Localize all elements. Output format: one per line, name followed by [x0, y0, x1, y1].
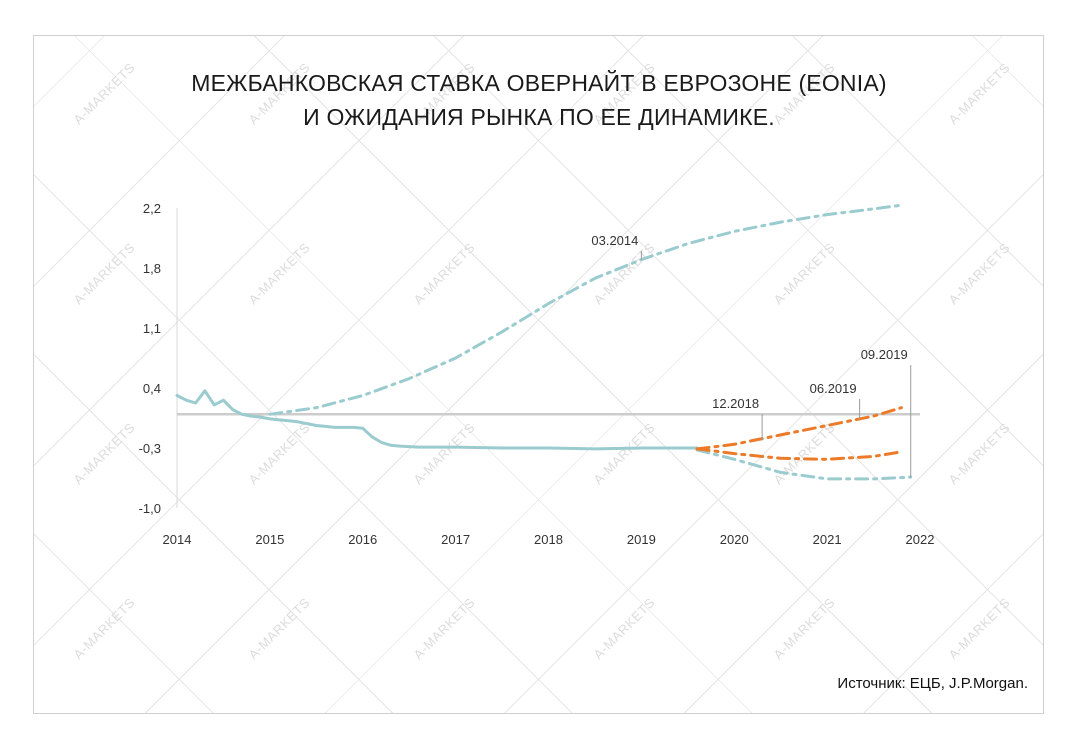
x-tick-label: 2020 [720, 532, 749, 547]
chart-frame: A-MARKETS A-MARKETS A-MARKETS A-MARKETS A-MA… [33, 35, 1044, 714]
y-tick-label: 0,4 [143, 381, 161, 396]
x-tick-label: 2022 [906, 532, 935, 547]
series-line-12-2018 [695, 406, 903, 451]
x-tick-label: 2021 [813, 532, 842, 547]
source-note: Источник: ЕЦБ, J.P.Morgan. [837, 675, 1028, 692]
annotation-label: 03.2014 [591, 233, 638, 248]
x-tick-label: 2018 [534, 532, 563, 547]
x-tick-label: 2016 [348, 532, 377, 547]
x-tick-label: 2015 [255, 532, 284, 547]
annotation-label: 12.2018 [712, 396, 759, 411]
y-tick-label: 1,8 [143, 261, 161, 276]
annotation-label: 06.2019 [810, 381, 857, 396]
series-line-09-2019 [695, 448, 913, 481]
x-tick-label: 2019 [627, 532, 656, 547]
title-line-1: МЕЖБАНКОВСКАЯ СТАВКА ОВЕРНАЙТ В ЕВРОЗОНЕ… [191, 70, 887, 96]
y-tick-label: -0,3 [139, 441, 161, 456]
chart-title: МЕЖБАНКОВСКАЯ СТАВКА ОВЕРНАЙТ В ЕВРОЗОНЕ… [0, 66, 1078, 134]
annotation-label: 09.2019 [861, 347, 908, 362]
series-line-06-2019 [695, 447, 903, 461]
y-tick-label: 2,2 [143, 201, 161, 216]
x-tick-label: 2017 [441, 532, 470, 547]
y-tick-label: -1,0 [139, 501, 161, 516]
series-line-actual [175, 389, 699, 451]
x-tick-label: 2014 [163, 532, 192, 547]
y-tick-label: 1,1 [143, 321, 161, 336]
series-line-03-2014 [268, 203, 903, 416]
title-line-2: И ОЖИДАНИЯ РЫНКА ПО ЕЕ ДИНАМИКЕ. [303, 104, 775, 130]
